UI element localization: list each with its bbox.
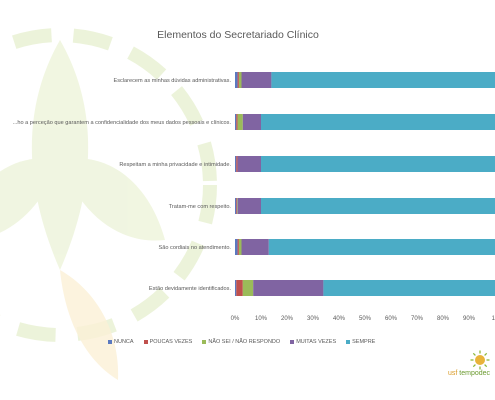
legend-label: MUITAS VEZES	[296, 339, 337, 345]
bar-segment-muitas-vezes	[237, 198, 261, 214]
x-tick-label: 0%	[231, 316, 240, 322]
x-tick-label: 20%	[281, 316, 294, 322]
legend-swatch	[290, 340, 295, 344]
bar-segment-muitas-vezes	[242, 114, 261, 130]
bar-segment-nunca	[235, 239, 238, 255]
usf-logo: usf tempodec	[448, 350, 495, 390]
bar-segment-n-o-sei-n-o-respondo	[242, 280, 254, 296]
legend-swatch	[143, 340, 148, 344]
legend-item: POUCAS VEZES	[143, 339, 193, 345]
x-tick-label: 80%	[437, 316, 450, 322]
category-label: Respeitam a minha privacidade e intimida…	[119, 162, 231, 168]
bar-segment-poucas-vezes	[236, 198, 238, 214]
legend-label: NUNCA	[114, 339, 134, 345]
category-label: ...ho a perceção que garantem a confiden…	[13, 120, 232, 126]
x-tick-label: 90%	[463, 316, 476, 322]
x-tick-label: 10	[492, 316, 495, 322]
bar-segment-sempre	[261, 198, 495, 214]
bar-segment-poucas-vezes	[237, 239, 239, 255]
category-label: Tratam-me com respeito.	[169, 204, 232, 210]
bar-segment-sempre	[261, 156, 495, 172]
x-tick-label: 70%	[411, 316, 424, 322]
legend-item: MUITAS VEZES	[290, 339, 336, 345]
logo-name: tempodec	[459, 370, 491, 377]
x-tick-label: 60%	[385, 316, 398, 322]
legend-item: NUNCA	[108, 339, 134, 345]
bar-segment-muitas-vezes	[241, 239, 269, 255]
category-label: São cordiais no atendimento.	[159, 245, 232, 251]
legend-item: NÃO SEI / NÃO RESPONDO	[202, 339, 280, 345]
legend-swatch	[108, 340, 112, 344]
bar-segment-n-o-sei-n-o-respondo	[238, 72, 242, 88]
bar-segment-nunca	[235, 198, 237, 214]
chart-title: Elementos do Secretariado Clínico	[157, 29, 319, 41]
bar-segment-sempre	[268, 239, 495, 255]
bar-segment-nunca	[235, 72, 238, 88]
x-tick-label: 10%	[255, 316, 268, 322]
bar-segment-sempre	[271, 72, 495, 88]
logo-text: usf tempodec	[448, 370, 490, 377]
bar-segment-muitas-vezes	[241, 72, 272, 88]
legend-label: POUCAS VEZES	[149, 339, 193, 345]
legend-swatch	[346, 340, 351, 344]
category-label: Estão devidamente identificados.	[149, 286, 232, 292]
x-tick-label: 30%	[307, 316, 320, 322]
bar-segment-n-o-sei-n-o-respondo	[237, 198, 238, 214]
x-tick-label: 50%	[359, 316, 372, 322]
bar-segment-poucas-vezes	[236, 280, 243, 296]
bar-segment-nunca	[235, 114, 237, 130]
bar-segment-poucas-vezes	[237, 72, 239, 88]
category-label: Esclarecem as minhas dúvidas administrat…	[113, 78, 231, 84]
x-tick-label: 40%	[333, 316, 346, 322]
bar-segment-sempre	[261, 114, 495, 130]
bar-segment-poucas-vezes	[236, 156, 238, 172]
bar-segment-n-o-sei-n-o-respondo	[238, 239, 242, 255]
legend-label: NÃO SEI / NÃO RESPONDO	[208, 339, 281, 345]
bar-segment-sempre	[323, 280, 495, 296]
chart-legend: NUNCA POUCAS VEZES NÃO SEI / NÃO RESPONDO M…	[108, 339, 408, 345]
bar-segment-poucas-vezes	[236, 114, 238, 130]
legend-item: SEMPRE	[346, 339, 375, 345]
legend-label: SEMPRE	[352, 339, 376, 345]
sun-logo-icon	[470, 350, 490, 370]
bar-segment-muitas-vezes	[237, 156, 261, 172]
bar-segment-n-o-sei-n-o-respondo	[237, 114, 243, 130]
legend-swatch	[202, 340, 207, 344]
bar-segment-nunca	[235, 280, 237, 296]
logo-prefix: usf	[448, 370, 458, 377]
bar-segment-nunca	[235, 156, 237, 172]
bar-segment-muitas-vezes	[253, 280, 324, 296]
